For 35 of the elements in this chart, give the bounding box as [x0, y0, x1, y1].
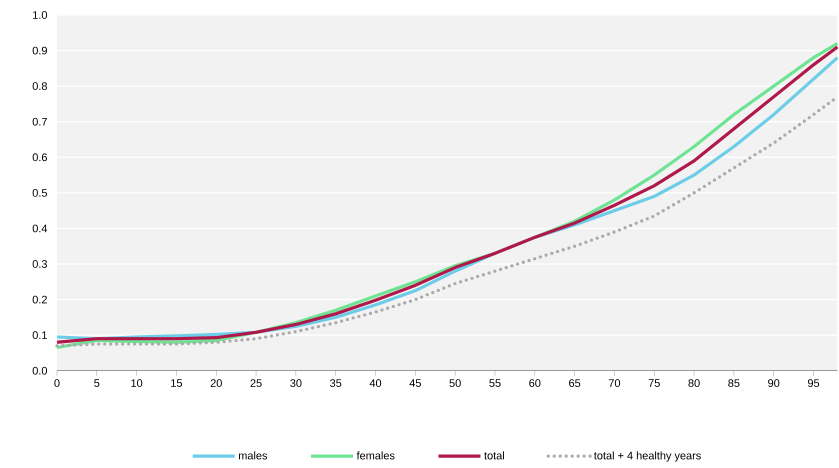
x-tick-label: 40: [370, 379, 382, 388]
legend-label: total + 4 healthy years: [594, 452, 701, 462]
y-tick-label: 1.0: [33, 11, 48, 20]
x-tick-label: 5: [94, 379, 100, 388]
x-tick-label: 90: [768, 379, 780, 388]
y-tick-label: 0.0: [32, 367, 48, 375]
x-tick-label: 25: [250, 379, 262, 388]
x-tick-label: 70: [608, 379, 620, 388]
x-tick-label: 20: [210, 379, 222, 388]
x-tick-label: 10: [131, 379, 142, 388]
y-tick-label: 0.3: [32, 260, 47, 268]
x-tick-label: 85: [728, 379, 740, 388]
x-tick-label: 95: [808, 379, 820, 388]
x-tick-label: 15: [171, 379, 182, 388]
y-tick-label: 0.8: [32, 82, 47, 90]
legend-label: males: [238, 452, 268, 460]
x-tick-label: 65: [569, 379, 580, 388]
y-tick-label: 0.6: [32, 154, 47, 162]
legend-label: females: [356, 452, 395, 460]
legend-label: total: [484, 452, 504, 460]
y-tick-label: 0.2: [32, 296, 47, 304]
y-tick-label: 0.9: [32, 46, 47, 55]
x-tick-label: 80: [688, 379, 700, 388]
x-tick-label: 0: [54, 379, 60, 388]
y-tick-label: 0.1: [32, 331, 47, 340]
x-tick-label: 55: [489, 379, 501, 388]
y-tick-label: 0.7: [32, 118, 47, 126]
y-tick-label: 0.4: [32, 224, 48, 232]
x-tick-label: 75: [648, 379, 660, 388]
x-tick-label: 60: [529, 379, 540, 388]
x-tick-label: 35: [330, 379, 342, 388]
x-tick-label: 45: [409, 379, 421, 388]
y-tick-label: 0.5: [32, 189, 47, 197]
x-tick-label: 30: [290, 379, 302, 388]
x-tick-label: 50: [450, 379, 461, 388]
